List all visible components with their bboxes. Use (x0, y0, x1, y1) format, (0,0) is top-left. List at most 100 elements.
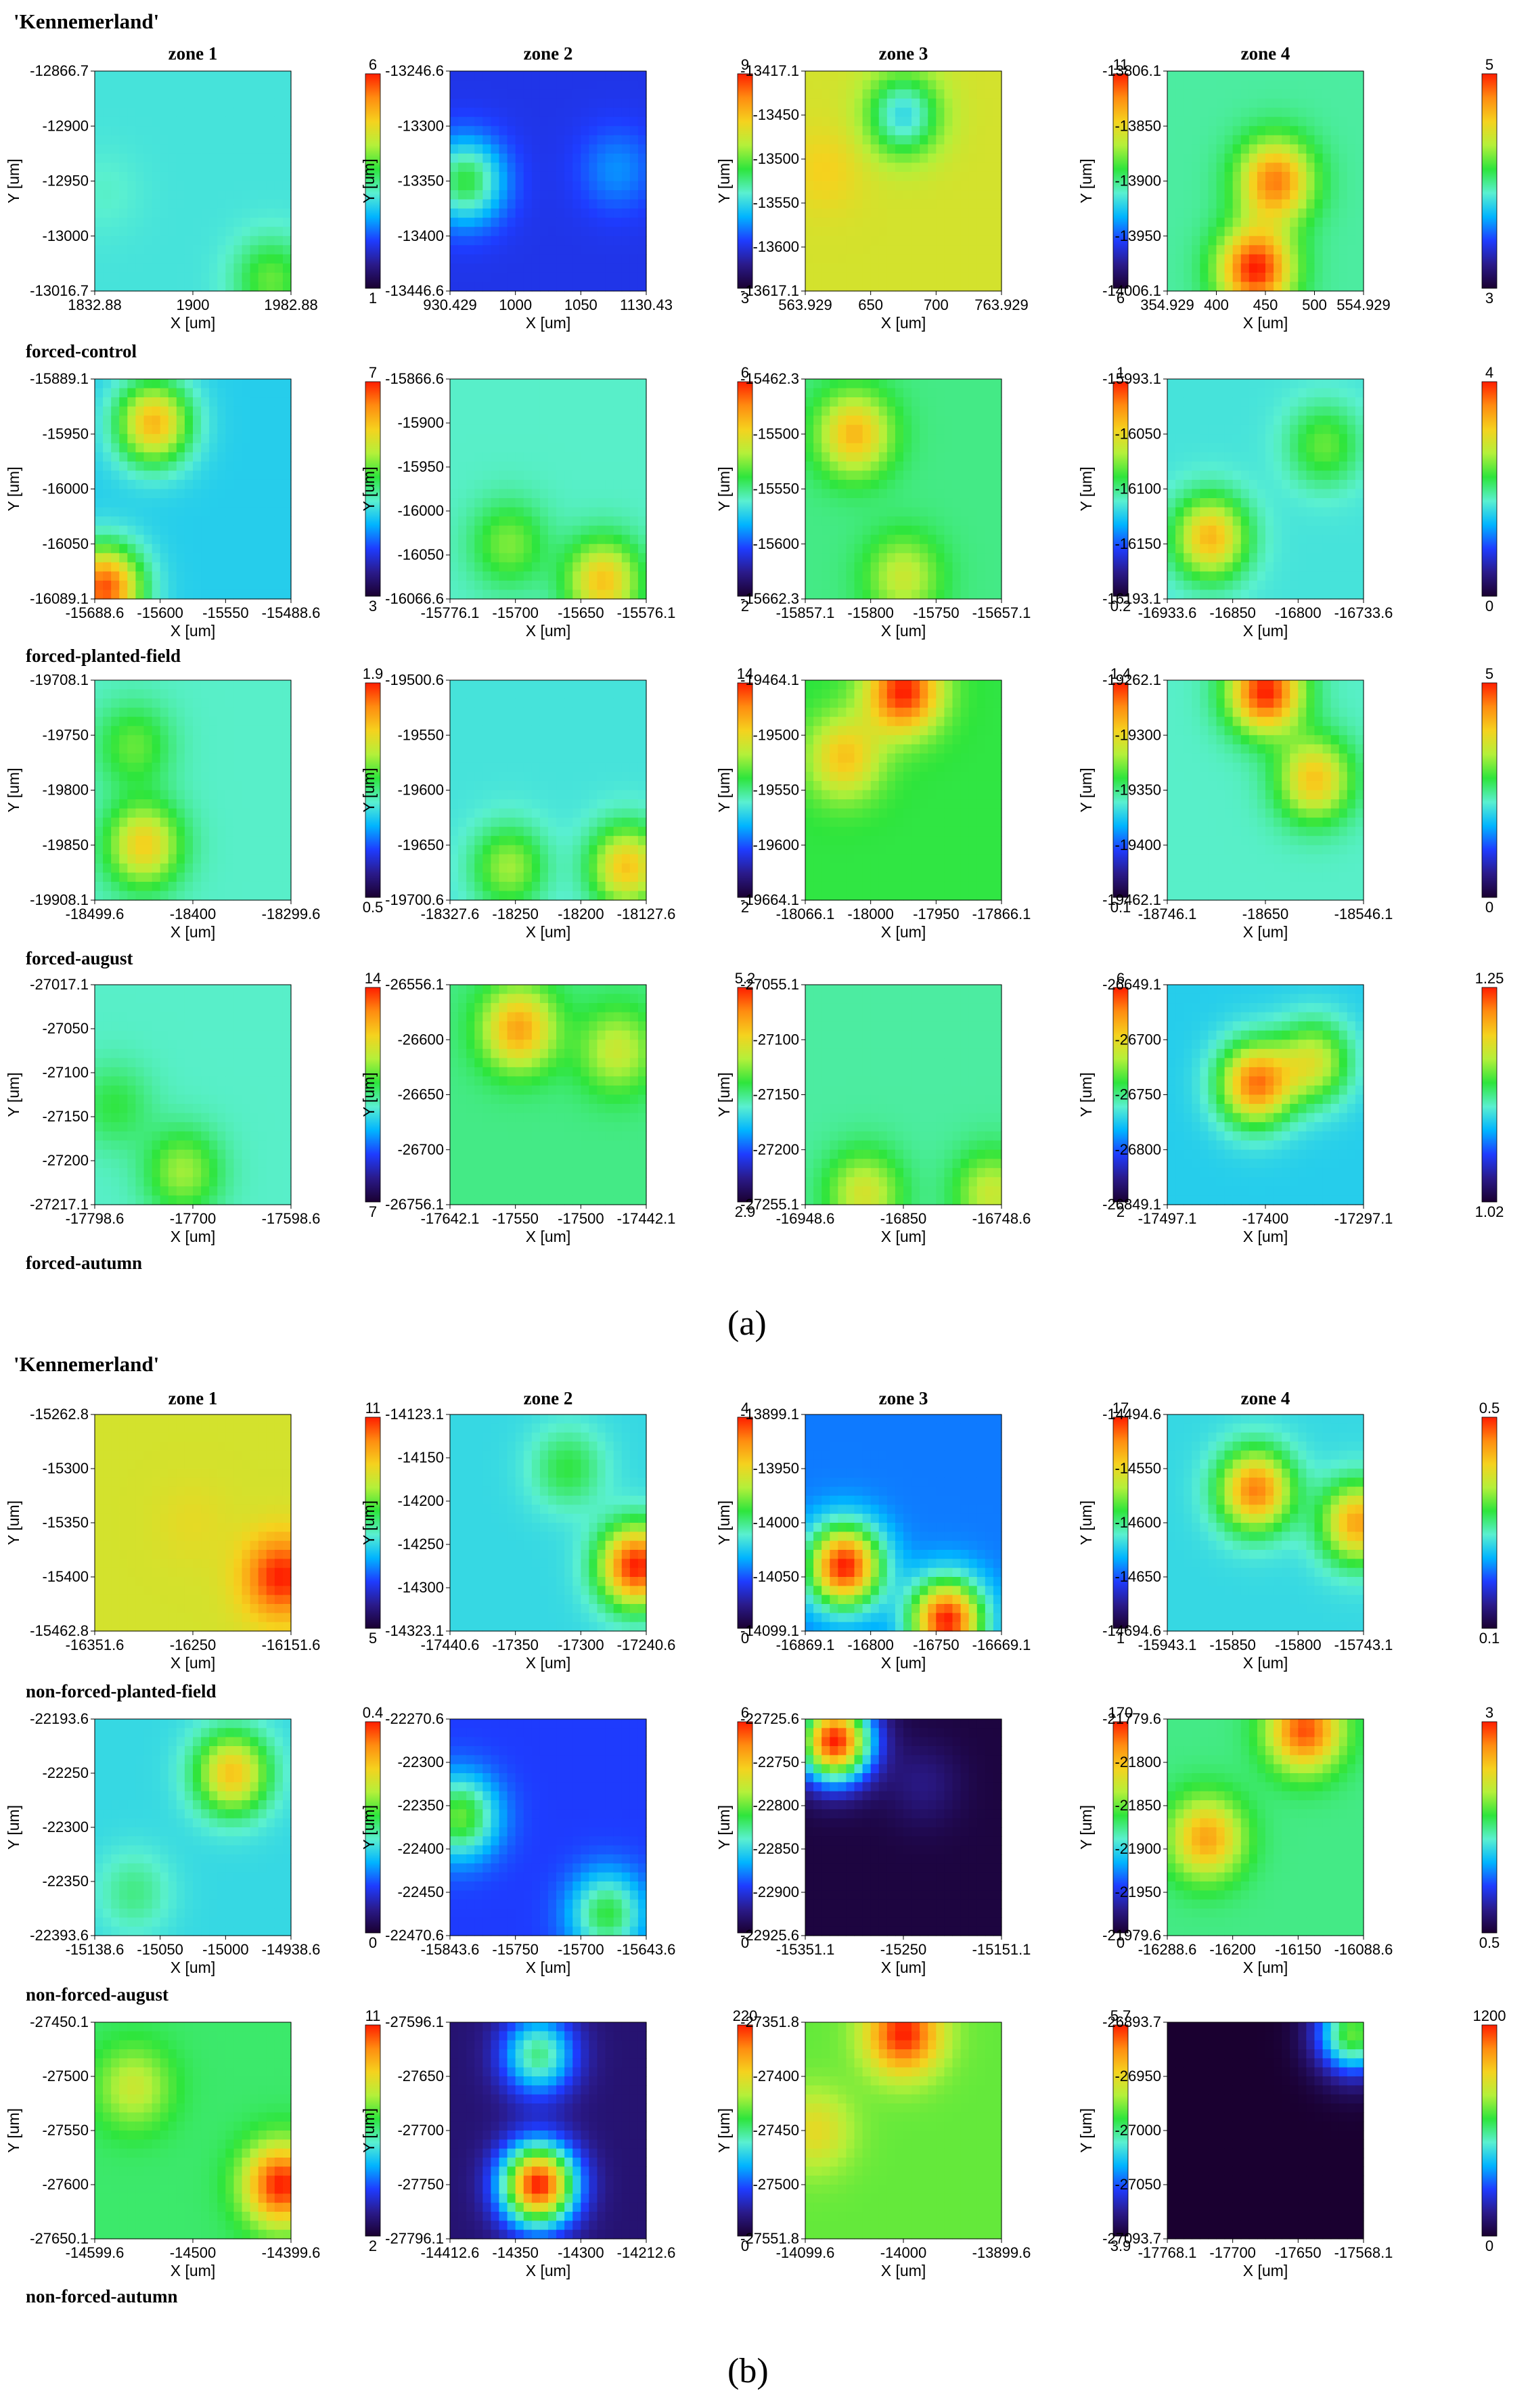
heatmap-cell (507, 379, 516, 389)
heatmap-cell (466, 553, 475, 563)
heatmap-cell (564, 263, 573, 273)
heatmap-cell (870, 470, 880, 481)
heatmap-cell (135, 753, 145, 763)
heatmap-cell (928, 227, 937, 237)
heatmap-cell (103, 388, 112, 398)
heatmap-cell (274, 434, 284, 444)
heatmap-cell (548, 227, 557, 237)
heatmap-cell (944, 406, 953, 416)
heatmap-cell (250, 562, 259, 572)
heatmap-cell (637, 580, 647, 591)
heatmap-cell (119, 245, 128, 255)
heatmap-cell (111, 116, 120, 127)
heatmap-cell (127, 562, 137, 572)
heatmap-cell (572, 236, 581, 246)
heatmap-cell (597, 208, 606, 219)
heatmap-cell (1192, 236, 1200, 246)
heatmap-cell (976, 254, 986, 264)
heatmap-cell (1257, 282, 1266, 292)
heatmap-cell (193, 388, 202, 398)
heatmap-cell (184, 227, 194, 237)
heatmap-cell (613, 282, 623, 292)
heatmap-cell (258, 71, 267, 81)
heatmap-cell (936, 108, 945, 118)
heatmap-cell (968, 217, 978, 227)
heatmap-cell (1355, 434, 1364, 444)
heatmap-cell (1282, 208, 1290, 219)
heatmap-cell (1314, 171, 1324, 182)
heatmap-cell (1232, 80, 1242, 90)
heatmap-cell (250, 388, 259, 398)
heatmap-cell (119, 489, 128, 499)
heatmap-cell (250, 199, 259, 209)
heatmap-cell (450, 282, 459, 292)
heatmap-cell (143, 388, 153, 398)
x-tick-label: 1982.88 (264, 296, 318, 313)
heatmap-cell (993, 589, 1002, 600)
heatmap-cell (895, 171, 904, 182)
heatmap-cell (1347, 98, 1356, 108)
heatmap-cell (597, 580, 606, 591)
heatmap-cell (1338, 498, 1348, 508)
heatmap-cell (491, 227, 500, 237)
heatmap-cell (266, 416, 275, 426)
heatmap-cell (1282, 443, 1290, 453)
heatmap-cell (895, 89, 904, 99)
heatmap-cell (589, 135, 598, 145)
heatmap-cell (1274, 162, 1282, 173)
heatmap-cell (515, 171, 524, 182)
heatmap-cell (1216, 580, 1225, 591)
heatmap-cell (499, 416, 508, 426)
heatmap-cell (143, 689, 153, 699)
heatmap-cell (539, 80, 549, 90)
heatmap-cell (233, 245, 243, 255)
heatmap-cell (1192, 116, 1200, 127)
heatmap-cell (282, 217, 292, 227)
heatmap-cell (499, 562, 508, 572)
heatmap-cell (135, 80, 145, 90)
heatmap-cell (1240, 208, 1250, 219)
heatmap-cell (515, 507, 524, 517)
heatmap-cell (1175, 498, 1184, 508)
heatmap-cell (103, 479, 112, 490)
heatmap-cell (250, 489, 259, 499)
heatmap-cell (985, 498, 994, 508)
heatmap-cell (103, 217, 112, 227)
heatmap-cell (895, 535, 904, 545)
heatmap-cell (1167, 71, 1176, 81)
heatmap-cell (813, 80, 822, 90)
heatmap-cell (193, 144, 202, 154)
y-axis-label: Y [um] (715, 466, 733, 511)
heatmap-cell (805, 162, 814, 173)
heatmap-cell (629, 589, 639, 600)
heatmap-cell (258, 116, 267, 127)
heatmap-cell (920, 80, 928, 90)
heatmap-cell (274, 171, 284, 182)
heatmap-cell (1208, 227, 1217, 237)
heatmap-cell (1175, 181, 1184, 191)
heatmap-cell (629, 562, 639, 572)
heatmap-cell (111, 717, 120, 727)
heatmap-cell (813, 424, 822, 434)
heatmap-cell (581, 135, 590, 145)
heatmap-cell (895, 245, 904, 255)
heatmap-cell (1290, 489, 1299, 499)
heatmap-cell (862, 489, 872, 499)
heatmap-cell (952, 162, 962, 173)
heatmap-cell (193, 479, 202, 490)
heatmap-cell (499, 516, 508, 527)
heatmap-cell (605, 190, 614, 200)
heatmap-cell (242, 108, 251, 118)
heatmap-cell (621, 434, 631, 444)
heatmap-cell (1322, 379, 1332, 389)
heatmap-cell (152, 108, 161, 118)
heatmap-cell (912, 162, 920, 173)
heatmap-cell (960, 116, 970, 127)
heatmap-cell (878, 245, 888, 255)
heatmap-cell (95, 71, 104, 81)
heatmap-cell (1216, 181, 1225, 191)
heatmap-cell (886, 452, 896, 462)
heatmap-cell (1306, 452, 1315, 462)
heatmap-cell (515, 589, 524, 600)
heatmap-cell (1265, 272, 1274, 283)
